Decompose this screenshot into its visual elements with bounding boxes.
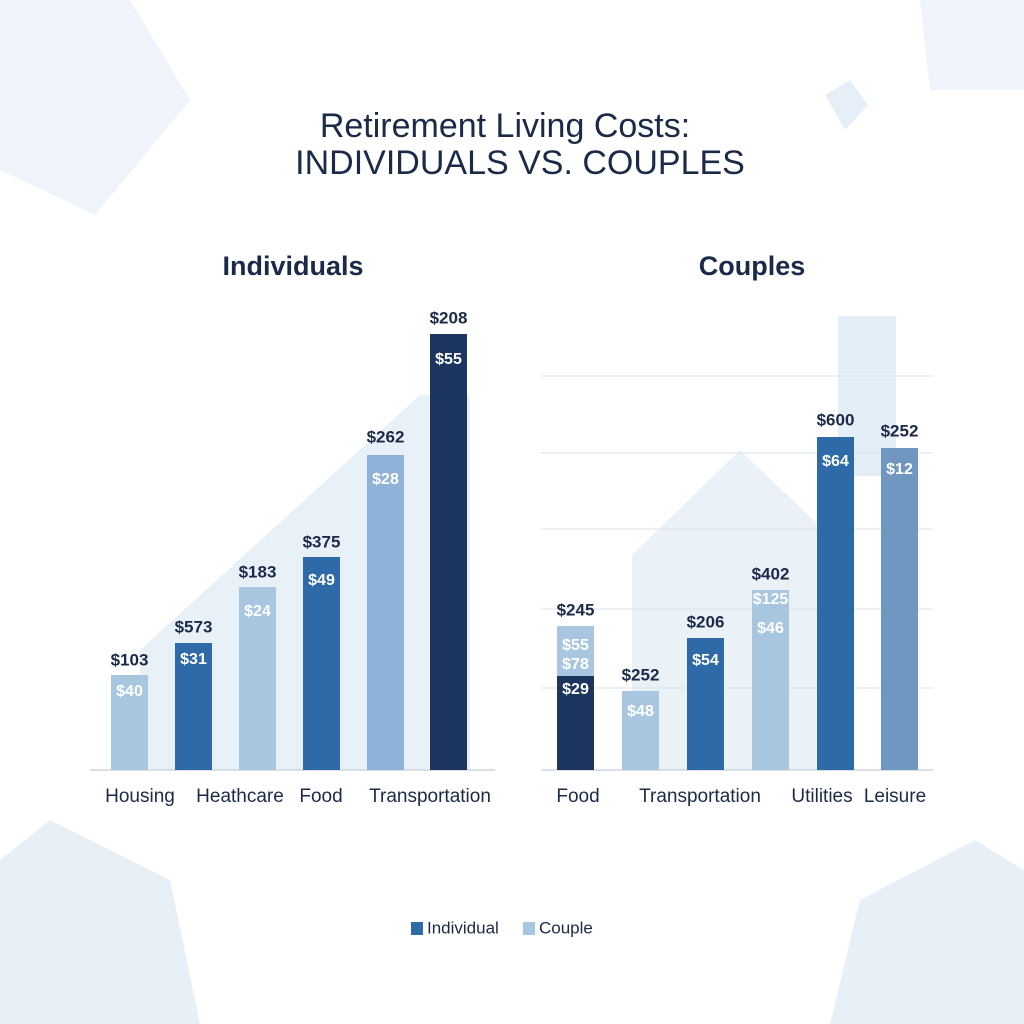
- bar: [557, 626, 594, 676]
- bar-inner-label: $31: [180, 651, 207, 668]
- bar: [622, 691, 659, 770]
- bar-inner-label: $55: [435, 351, 462, 368]
- bar: [175, 643, 212, 770]
- bar-inner-label: $125: [753, 591, 789, 608]
- category-label: Utilities: [791, 786, 852, 807]
- bar-top-label: $206: [687, 612, 725, 631]
- bar-inner-label: $24: [244, 603, 271, 620]
- legend-label: Individual: [427, 918, 499, 937]
- bar: [430, 334, 467, 770]
- panel-title: Individuals: [222, 251, 363, 281]
- category-label: Food: [556, 786, 599, 807]
- bar-top-label: $252: [622, 665, 660, 684]
- category-label: Leisure: [864, 786, 926, 807]
- bar: [817, 437, 854, 770]
- bar-top-label: $103: [111, 650, 149, 669]
- bar: [881, 448, 918, 770]
- bar: [303, 557, 340, 770]
- bar: [687, 638, 724, 770]
- bar: [367, 455, 404, 770]
- bar-inner-label: $55: [562, 637, 589, 654]
- bar: [111, 675, 148, 770]
- bar-inner-label: $54: [692, 652, 719, 669]
- category-label: Food: [299, 786, 342, 807]
- bar-top-label: $252: [881, 421, 919, 440]
- category-label: Housing: [105, 786, 175, 807]
- category-label: Heathcare: [196, 786, 284, 807]
- bar-top-label: $375: [303, 532, 341, 551]
- title-line-2: INDIVIDUALS VS. COUPLES: [295, 144, 745, 182]
- charts: Individuals $103 $40 $573 $31 $183 $24 $375 $49 $…: [90, 251, 933, 937]
- bar: [239, 587, 276, 770]
- bar-inner-label: $28: [372, 471, 399, 488]
- bar-inner-label: $49: [308, 572, 335, 589]
- bar-top-label: $402: [752, 564, 790, 583]
- category-label: Transportation: [639, 786, 761, 807]
- bar-inner-label: $12: [886, 461, 913, 478]
- bar-top-label: $183: [239, 562, 277, 581]
- bar: [557, 676, 594, 770]
- legend-swatch: [411, 922, 423, 935]
- bar-top-label: $262: [367, 427, 405, 446]
- legend-swatch: [523, 922, 535, 935]
- bar-top-label: $208: [430, 308, 468, 327]
- bar-inner-label: $78: [562, 656, 589, 673]
- category-label: Transportation: [369, 786, 491, 807]
- title-line-1: Retirement Living Costs:: [320, 107, 690, 145]
- bar-inner-label: $40: [116, 683, 143, 700]
- bar-inner-label: $64: [822, 453, 849, 470]
- legend-label: Couple: [539, 918, 593, 937]
- bar-inner-label: $48: [627, 703, 654, 720]
- bar-top-label: $245: [557, 600, 595, 619]
- bar-inner-label: $46: [757, 620, 784, 637]
- panel-title: Couples: [699, 251, 806, 281]
- bar-inner-label: $29: [562, 681, 589, 698]
- bar: [752, 590, 789, 770]
- bar-top-label: $600: [817, 410, 855, 429]
- bar-top-label: $573: [175, 617, 213, 636]
